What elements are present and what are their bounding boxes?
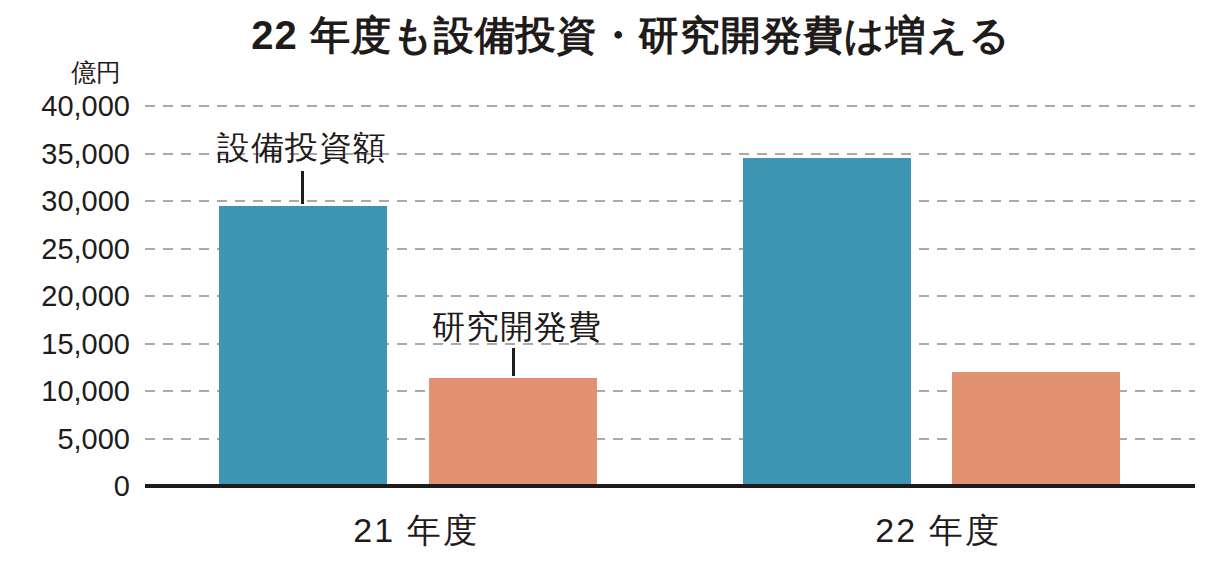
gridline bbox=[145, 200, 1195, 202]
plot-area bbox=[0, 0, 1230, 568]
bar-fy21-rnd bbox=[429, 378, 597, 486]
bar-fy22-rnd bbox=[952, 372, 1120, 486]
x-axis-label-fy21: 21 年度 bbox=[353, 508, 478, 554]
bar-chart: 22 年度も設備投資・研究開発費は増える 億円 05,00010,00015,0… bbox=[0, 0, 1230, 568]
x-axis-line bbox=[145, 484, 1195, 488]
bar-fy22-capex bbox=[743, 158, 911, 486]
gridline bbox=[145, 105, 1195, 107]
gridline bbox=[145, 153, 1195, 155]
bar-fy21-capex bbox=[219, 206, 387, 486]
x-axis-label-fy22: 22 年度 bbox=[875, 508, 1000, 554]
